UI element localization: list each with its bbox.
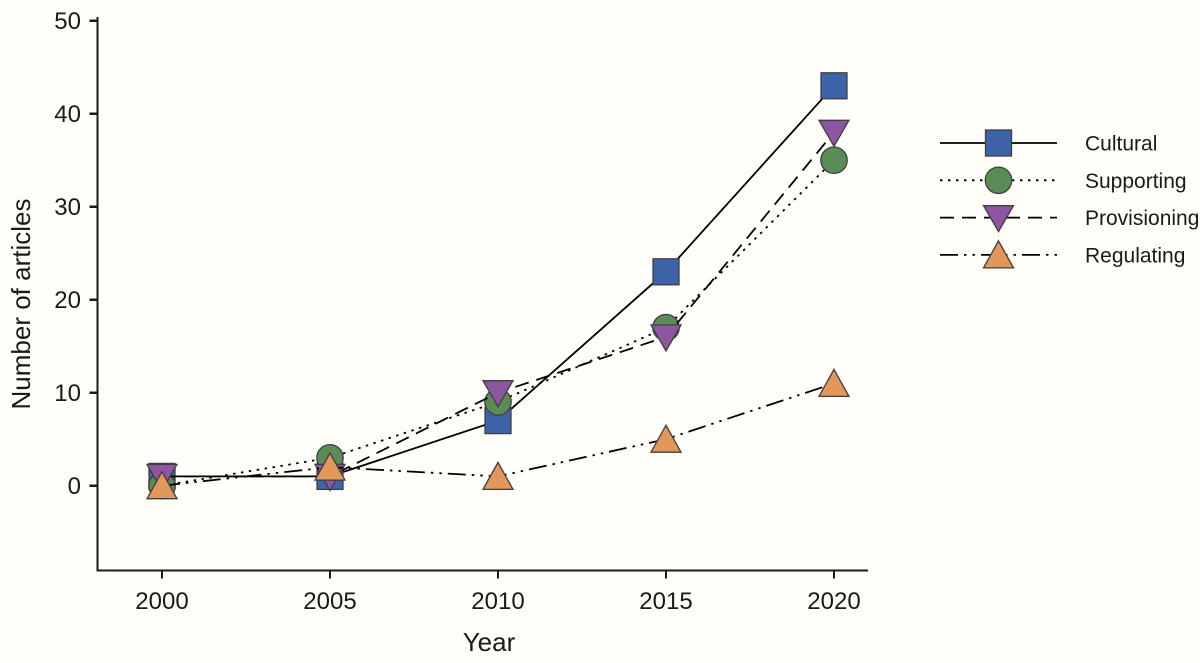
legend-item-provisioning: Provisioning: [940, 204, 1199, 233]
legend-marker-regulating-icon: [982, 239, 1015, 269]
y-tick-label: 20: [54, 287, 81, 314]
legend-marker-cultural-icon: [984, 129, 1013, 157]
marker-provisioning-2015: [649, 324, 683, 353]
y-tick-label: 40: [54, 101, 81, 128]
marker-supporting-2020: [820, 146, 848, 175]
legend-item-regulating: Regulating: [940, 239, 1185, 269]
y-tick-label: 10: [54, 380, 81, 407]
x-tick-label: 2020: [807, 588, 860, 615]
marker-provisioning-2020: [817, 119, 851, 148]
y-tick-label: 0: [68, 473, 81, 500]
marker-cultural-2015: [652, 258, 680, 286]
axes: [96, 17, 868, 572]
y-tick-label: 30: [54, 194, 81, 221]
series-supporting: [148, 146, 848, 500]
marker-provisioning-2010: [481, 380, 515, 409]
marker-regulating-2015: [649, 423, 683, 453]
marker-cultural-2020: [820, 72, 848, 100]
series-layer: [145, 72, 851, 500]
legend-label-provisioning: Provisioning: [1085, 207, 1199, 230]
y-tick-label: 50: [54, 8, 81, 35]
legend: Cultural Supporting Provisioning Regulating: [940, 129, 1199, 269]
series-line-supporting: [161, 159, 835, 487]
tick-marks: [89, 19, 836, 579]
y-axis-title: Number of articles: [6, 199, 36, 410]
marker-regulating-2020: [817, 368, 851, 398]
legend-label-cultural: Cultural: [1085, 133, 1157, 156]
x-axis-title: Year: [463, 627, 516, 657]
marker-regulating-2010: [481, 461, 515, 491]
x-tick-label: 2010: [471, 588, 524, 615]
x-tick-label: 2000: [135, 588, 188, 615]
x-tick-label: 2005: [303, 588, 356, 615]
tick-labels: 0 10 20 30 40 50 2000 2005 2010 2015 2020: [54, 8, 860, 615]
legend-item-cultural: Cultural: [940, 129, 1157, 157]
series-cultural: [148, 72, 848, 491]
legend-marker-provisioning-icon: [982, 204, 1015, 233]
legend-item-supporting: Supporting: [940, 166, 1187, 195]
legend-label-regulating: Regulating: [1085, 244, 1185, 267]
legend-label-supporting: Supporting: [1085, 170, 1187, 193]
series-provisioning: [145, 119, 851, 492]
x-tick-label: 2015: [639, 588, 692, 615]
series-regulating: [145, 368, 851, 500]
marker-regulating-2005: [313, 451, 347, 481]
marker-regulating-2000: [145, 470, 179, 500]
legend-marker-supporting-icon: [984, 166, 1013, 195]
